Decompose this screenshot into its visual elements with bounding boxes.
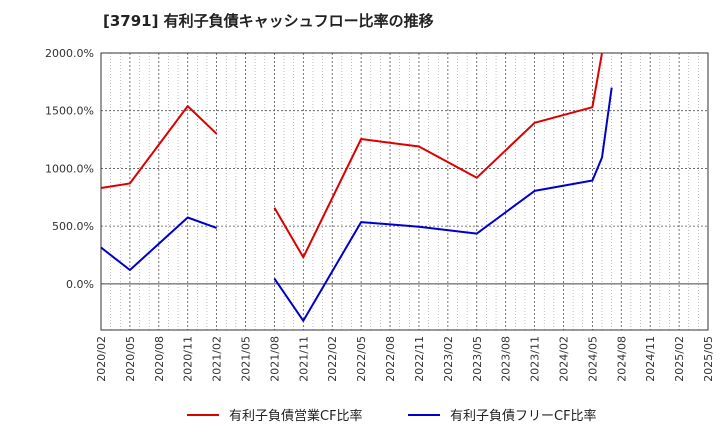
x-tick-label: 2022/05 xyxy=(355,336,368,382)
x-tick-label: 2024/02 xyxy=(557,336,570,382)
x-tick-label: 2021/05 xyxy=(240,336,253,382)
x-tick-label: 2025/02 xyxy=(673,336,686,382)
x-tick-label: 2020/11 xyxy=(182,336,195,382)
x-axis-tick-labels: 2020/02 2020/05 2020/08 2020/11 2021/02 2021/… xyxy=(95,336,715,382)
legend: 有利子負債営業CF比率 有利子負債フリーCF比率 xyxy=(187,408,597,424)
legend-label: 有利子負債営業CF比率 xyxy=(229,408,363,424)
plot-frame xyxy=(100,52,709,331)
y-tick-label: 1000.0% xyxy=(45,162,94,175)
y-axis-tick-labels: 0.0% 500.0% 1000.0% 1500.0% 2000.0% xyxy=(45,47,94,291)
x-tick-label: 2023/08 xyxy=(500,336,513,382)
x-tick-label: 2020/08 xyxy=(153,336,166,382)
x-tick-label: 2021/08 xyxy=(268,336,281,382)
x-tick-label: 2021/02 xyxy=(211,336,224,382)
y-tick-label: 0.0% xyxy=(66,278,94,291)
chart-title: [3791] 有利子負債キャッシュフロー比率の推移 xyxy=(103,12,434,30)
series-line xyxy=(100,105,218,189)
grid-lines xyxy=(100,52,709,331)
series-lines xyxy=(100,52,613,322)
x-tick-label: 2021/11 xyxy=(297,336,310,382)
y-tick-label: 500.0% xyxy=(52,220,94,233)
x-tick-label: 2022/08 xyxy=(384,336,397,382)
x-tick-label: 2020/05 xyxy=(124,336,137,382)
y-tick-label: 1500.0% xyxy=(45,105,94,118)
x-tick-label: 2023/11 xyxy=(529,336,542,382)
x-tick-label: 2023/02 xyxy=(442,336,455,382)
x-tick-label: 2022/11 xyxy=(413,336,426,382)
legend-label: 有利子負債フリーCF比率 xyxy=(450,408,597,424)
x-tick-label: 2025/05 xyxy=(702,336,715,382)
x-tick-label: 2020/02 xyxy=(95,336,108,382)
x-tick-label: 2022/02 xyxy=(326,336,339,382)
x-tick-label: 2024/08 xyxy=(615,336,628,382)
x-tick-label: 2023/05 xyxy=(471,336,484,382)
x-tick-label: 2024/05 xyxy=(586,336,599,382)
series-line xyxy=(273,87,613,322)
series-line xyxy=(100,216,217,271)
y-tick-label: 2000.0% xyxy=(45,47,94,60)
x-tick-label: 2024/11 xyxy=(644,336,657,382)
series-line xyxy=(273,52,603,259)
